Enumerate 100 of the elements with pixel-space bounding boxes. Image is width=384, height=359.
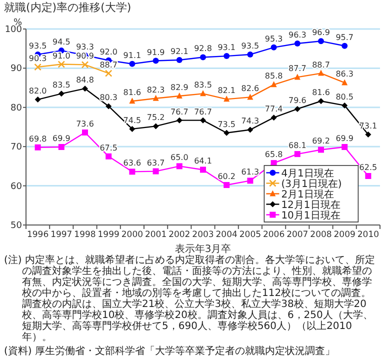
data-label: 63.7: [146, 158, 165, 168]
point: [129, 168, 136, 175]
x-tick-label: 2003: [192, 230, 214, 240]
data-label: 60.2: [218, 172, 236, 182]
point: [294, 151, 300, 158]
point: [270, 81, 277, 88]
data-label: 95.3: [264, 34, 283, 44]
point: [342, 42, 348, 49]
point: [318, 98, 324, 104]
point: [106, 153, 112, 160]
point: [129, 126, 136, 132]
data-label: 74.5: [123, 116, 142, 125]
data-label: 92.0: [100, 47, 118, 56]
point: [200, 54, 206, 60]
point: [224, 53, 230, 60]
y-tick-label: 70: [10, 142, 22, 153]
legend-label: 4月1日現在: [281, 167, 334, 180]
data-label: 95.7: [336, 32, 354, 42]
point: [318, 70, 324, 76]
x-tick-label: 2000: [121, 230, 144, 240]
annotation: (注) 内定率とは、就職希望者に占める内定取得者の割合。各大学等において、所定の調査対象学生を抽出した後、電話・面接等の方法により、性別、就職希望の有無、内定状況等につき調査。全国の大学、短期大学、高等専門学校、専修学校の中から、設置者・地域の別等を考慮して抽出した112校についての調査。調査校の内訳は、国立大学21校、公立大学3校、私立大学38校、短期大学20校、高等専門学校10校、専修学校20校。調査対象人員は、6，250人（大学、短期大学、高等専門学校併せて5，690人、専修学校560人）（以上2010年）。: [3, 255, 376, 343]
x-tick-label: 1997: [50, 230, 72, 240]
point: [342, 144, 348, 150]
point: [294, 106, 300, 112]
point: [224, 182, 230, 188]
data-label: 94.5: [52, 38, 70, 47]
point: [152, 94, 159, 101]
point: [176, 92, 182, 99]
data-label: 85.8: [264, 72, 283, 81]
data-label: 83.5: [52, 80, 70, 90]
point: [152, 123, 159, 130]
data-label: 96.3: [288, 30, 306, 40]
point: [176, 117, 182, 124]
data-label: 80.5: [336, 92, 354, 102]
data-label: 87.7: [288, 64, 306, 74]
point: [247, 51, 254, 58]
data-label: 93.5: [241, 41, 260, 50]
point: [318, 38, 324, 44]
data-label: 63.6: [123, 158, 142, 168]
data-label: 68.1: [288, 141, 306, 150]
data-label: 88.7: [100, 60, 118, 70]
y-tick-label: 60: [10, 182, 22, 192]
point: [365, 131, 372, 138]
x-tick-label: 1996: [26, 230, 49, 240]
data-label: 86.3: [336, 70, 354, 79]
point: [58, 90, 64, 97]
point: [176, 163, 182, 170]
x-tick-label: 2009: [334, 230, 356, 240]
point: [247, 126, 254, 133]
point: [342, 79, 348, 86]
data-label: 65.0: [170, 153, 188, 162]
data-label: 69.9: [336, 134, 354, 143]
y-tick-label: 90: [10, 64, 22, 74]
data-label: 73.6: [76, 119, 94, 128]
point: [129, 98, 136, 104]
data-label: 65.8: [264, 150, 283, 160]
data-label: 67.5: [100, 143, 118, 152]
point: [81, 61, 89, 68]
y-tick-label: 50: [10, 221, 22, 231]
data-label: 91.9: [146, 48, 165, 57]
annotation: (資料) 厚生労働省・文部科学省「大学等卒業予定者の就職内定状況調査」: [3, 346, 336, 357]
data-label: 69.2: [312, 136, 330, 146]
x-tick-label: 1999: [98, 230, 120, 240]
point: [294, 74, 300, 80]
data-label: 69.8: [28, 134, 47, 144]
data-label: 82.6: [241, 84, 260, 94]
data-label: 90.3: [28, 54, 47, 64]
point: [224, 96, 230, 102]
x-tick-label: 2005: [239, 230, 262, 240]
data-label: 75.2: [146, 113, 165, 122]
data-label: 96.9: [312, 28, 330, 38]
data-label: 88.7: [312, 60, 330, 70]
data-label: 93.1: [218, 43, 236, 52]
data-label: 76.7: [170, 107, 188, 116]
data-label: 82.3: [146, 85, 165, 94]
point: [270, 114, 277, 121]
data-label: 61.3: [241, 168, 260, 177]
data-label: 80.3: [100, 93, 118, 102]
data-label: 83.5: [194, 80, 212, 90]
data-label: 64.1: [194, 156, 212, 166]
point: [365, 173, 372, 179]
x-tick-label: 2004: [216, 230, 238, 240]
data-label: 76.7: [194, 107, 212, 116]
point: [58, 60, 66, 68]
point: [34, 96, 41, 103]
data-label: 82.1: [218, 86, 236, 96]
data-label: 82.9: [170, 83, 188, 92]
data-label: 93.5: [28, 41, 47, 50]
point: [294, 40, 300, 47]
point: [106, 103, 112, 110]
legend-label: (3月1日現在): [281, 178, 342, 190]
point: [224, 130, 230, 136]
point: [34, 63, 42, 71]
data-label: 91.0: [52, 51, 70, 60]
data-label: 81.6: [312, 88, 330, 98]
point: [176, 56, 182, 63]
point: [129, 60, 136, 67]
legend-label: 10月1日現在: [281, 209, 340, 222]
data-label: 77.4: [264, 104, 283, 114]
data-label: 92.8: [194, 44, 212, 54]
